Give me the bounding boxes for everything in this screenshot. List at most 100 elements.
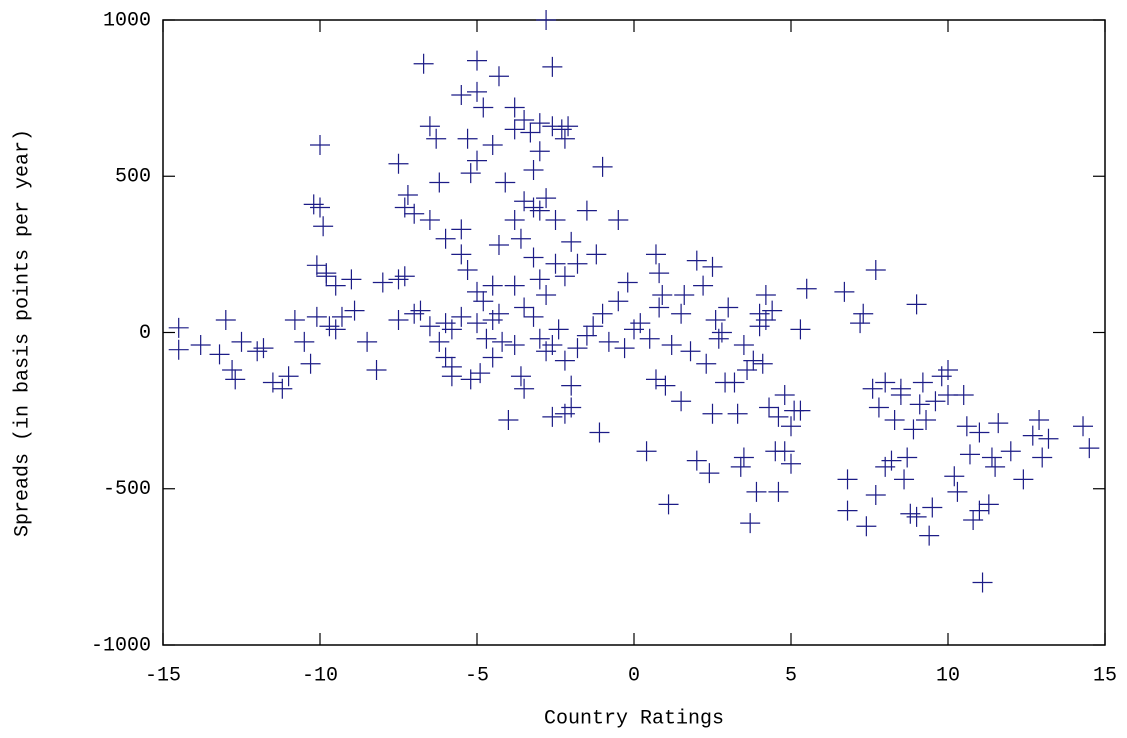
point — [686, 450, 707, 471]
point — [589, 422, 610, 443]
point — [567, 338, 588, 359]
point — [310, 197, 330, 218]
point — [536, 341, 557, 362]
point — [868, 397, 889, 418]
x-tick-label: 0 — [628, 664, 640, 687]
point — [394, 197, 415, 218]
point — [306, 306, 327, 327]
point — [313, 216, 334, 237]
point — [630, 313, 651, 334]
point — [357, 331, 378, 352]
point — [988, 413, 1009, 434]
y-tick-label: 500 — [115, 166, 151, 189]
point — [344, 300, 365, 321]
x-tick-label: -5 — [465, 664, 489, 687]
point — [523, 160, 544, 180]
point — [938, 360, 958, 380]
point — [671, 391, 692, 412]
point — [426, 128, 447, 149]
point — [325, 319, 346, 340]
point — [774, 385, 795, 405]
point — [759, 397, 780, 418]
point — [388, 153, 409, 174]
point — [837, 469, 858, 490]
point — [460, 163, 481, 184]
point — [680, 341, 701, 362]
point — [514, 191, 535, 212]
point — [388, 310, 409, 330]
x-tick-label: -10 — [302, 664, 338, 687]
point — [451, 306, 472, 327]
point — [435, 313, 456, 334]
point — [969, 422, 990, 443]
point — [890, 378, 911, 399]
point — [435, 228, 456, 249]
point — [529, 328, 550, 349]
point — [724, 372, 745, 393]
point — [740, 513, 761, 534]
point — [429, 172, 450, 193]
point — [451, 85, 472, 105]
point — [558, 116, 579, 137]
point — [749, 316, 770, 337]
point — [510, 366, 531, 387]
point — [225, 369, 246, 390]
point — [372, 272, 393, 293]
point — [504, 335, 525, 355]
point — [947, 481, 968, 502]
x-tick-label: -15 — [145, 664, 181, 687]
point — [529, 200, 550, 221]
point — [536, 285, 557, 305]
y-tick-label: 1000 — [103, 9, 151, 32]
point — [853, 303, 874, 324]
point — [457, 260, 478, 280]
point — [696, 353, 717, 374]
point — [467, 81, 487, 102]
point — [451, 244, 472, 265]
point — [470, 363, 491, 384]
point — [718, 297, 739, 318]
point — [413, 53, 434, 74]
point — [655, 375, 676, 396]
point — [253, 338, 274, 359]
point — [1000, 441, 1021, 462]
point — [551, 119, 572, 140]
point — [1073, 416, 1094, 437]
point — [488, 235, 509, 255]
point — [303, 194, 324, 215]
point — [702, 256, 723, 277]
point — [969, 500, 990, 521]
point — [963, 510, 984, 530]
point — [394, 266, 415, 287]
point — [278, 366, 299, 387]
point — [325, 275, 346, 296]
point — [708, 328, 729, 349]
x-tick-label: 5 — [785, 664, 797, 687]
point — [168, 317, 189, 338]
point — [862, 378, 883, 399]
point — [397, 185, 418, 205]
point — [514, 297, 535, 318]
point — [504, 275, 525, 296]
point — [504, 119, 525, 140]
point — [567, 253, 588, 274]
point — [925, 391, 946, 412]
point — [608, 291, 629, 312]
point — [919, 525, 940, 546]
point — [504, 210, 525, 230]
point — [498, 410, 519, 430]
point — [762, 300, 783, 321]
point — [404, 303, 425, 324]
point — [693, 275, 714, 296]
point — [467, 150, 487, 171]
point — [743, 350, 764, 371]
point — [561, 397, 582, 418]
point — [429, 331, 450, 352]
point — [586, 244, 607, 265]
point — [639, 328, 660, 349]
point — [514, 378, 535, 399]
point — [482, 347, 503, 368]
point — [906, 294, 927, 315]
point — [476, 328, 497, 349]
